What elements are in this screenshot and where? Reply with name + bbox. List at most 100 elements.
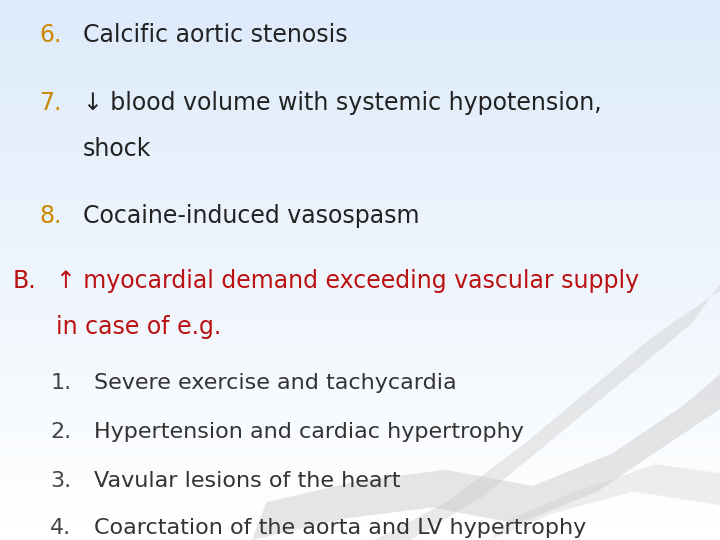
Bar (0, 259, 720, 262)
Bar (0, 351, 720, 354)
Text: Coarctation of the aorta and LV hypertrophy: Coarctation of the aorta and LV hypertro… (94, 518, 586, 538)
Bar (0, 224, 720, 227)
Bar (0, 178, 720, 181)
Text: shock: shock (83, 137, 151, 160)
Bar (0, 526, 720, 529)
Bar (0, 340, 720, 343)
Bar (0, 46, 720, 49)
Bar (0, 313, 720, 316)
Bar (0, 262, 720, 265)
Bar (0, 300, 720, 302)
Bar (0, 40, 720, 43)
Bar (0, 270, 720, 273)
Bar (0, 491, 720, 494)
Bar (0, 305, 720, 308)
Bar (0, 27, 720, 30)
Bar (0, 170, 720, 173)
Bar (0, 362, 720, 364)
Bar (0, 38, 720, 40)
Bar (0, 211, 720, 213)
Bar (0, 35, 720, 38)
Bar (0, 94, 720, 97)
Bar (0, 389, 720, 392)
Bar (0, 400, 720, 402)
Bar (0, 494, 720, 497)
Bar (0, 16, 720, 19)
Bar (0, 435, 720, 437)
Text: ↑ myocardial demand exceeding vascular supply: ↑ myocardial demand exceeding vascular s… (56, 269, 639, 293)
Bar (0, 383, 720, 386)
Bar (0, 65, 720, 68)
Bar (0, 78, 720, 81)
Text: Severe exercise and tachycardia: Severe exercise and tachycardia (94, 373, 456, 394)
Bar (0, 424, 720, 427)
Text: B.: B. (13, 269, 37, 293)
Bar (0, 443, 720, 445)
Bar (0, 186, 720, 189)
Bar (0, 24, 720, 27)
Bar (0, 332, 720, 335)
Bar (0, 367, 720, 370)
Text: Calcific aortic stenosis: Calcific aortic stenosis (83, 23, 348, 47)
Bar (0, 92, 720, 94)
Bar (0, 100, 720, 103)
Bar (0, 370, 720, 373)
Bar (0, 459, 720, 462)
Bar (0, 54, 720, 57)
Text: 6.: 6. (40, 23, 62, 47)
Bar (0, 219, 720, 221)
Bar (0, 427, 720, 429)
Bar (0, 486, 720, 489)
Bar (0, 0, 720, 3)
Bar (0, 256, 720, 259)
Bar (0, 346, 720, 348)
Bar (0, 281, 720, 284)
Bar (0, 84, 720, 86)
Bar (0, 22, 720, 24)
Bar (0, 284, 720, 286)
Bar (0, 127, 720, 130)
Bar (0, 478, 720, 481)
Bar (0, 489, 720, 491)
Bar (0, 111, 720, 113)
Text: 1.: 1. (50, 373, 71, 394)
Bar (0, 140, 720, 143)
Bar (0, 335, 720, 338)
Text: Vavular lesions of the heart: Vavular lesions of the heart (94, 470, 400, 491)
Bar (0, 316, 720, 319)
Bar (0, 392, 720, 394)
Bar (0, 202, 720, 205)
Bar (0, 451, 720, 454)
Bar (0, 467, 720, 470)
Bar (0, 157, 720, 159)
Bar (0, 319, 720, 321)
Bar (0, 116, 720, 119)
Text: 2.: 2. (50, 422, 71, 442)
Bar (0, 508, 720, 510)
Bar (0, 89, 720, 92)
Bar (0, 232, 720, 235)
Text: 7.: 7. (40, 91, 62, 114)
Bar (0, 413, 720, 416)
Bar (0, 70, 720, 73)
Bar (0, 248, 720, 251)
Text: 3.: 3. (50, 470, 71, 491)
Bar (0, 308, 720, 310)
Bar (0, 454, 720, 456)
Bar (0, 267, 720, 270)
Bar (0, 59, 720, 62)
Bar (0, 464, 720, 467)
Bar (0, 205, 720, 208)
Bar (0, 238, 720, 240)
Bar (0, 521, 720, 524)
Bar (0, 446, 720, 448)
Bar (0, 329, 720, 332)
Bar (0, 394, 720, 397)
Bar (0, 194, 720, 197)
Bar (0, 221, 720, 224)
Bar (0, 43, 720, 46)
Bar (0, 375, 720, 378)
Text: Cocaine-induced vasospasm: Cocaine-induced vasospasm (83, 204, 419, 228)
Text: 4.: 4. (50, 518, 71, 538)
Bar (0, 243, 720, 246)
